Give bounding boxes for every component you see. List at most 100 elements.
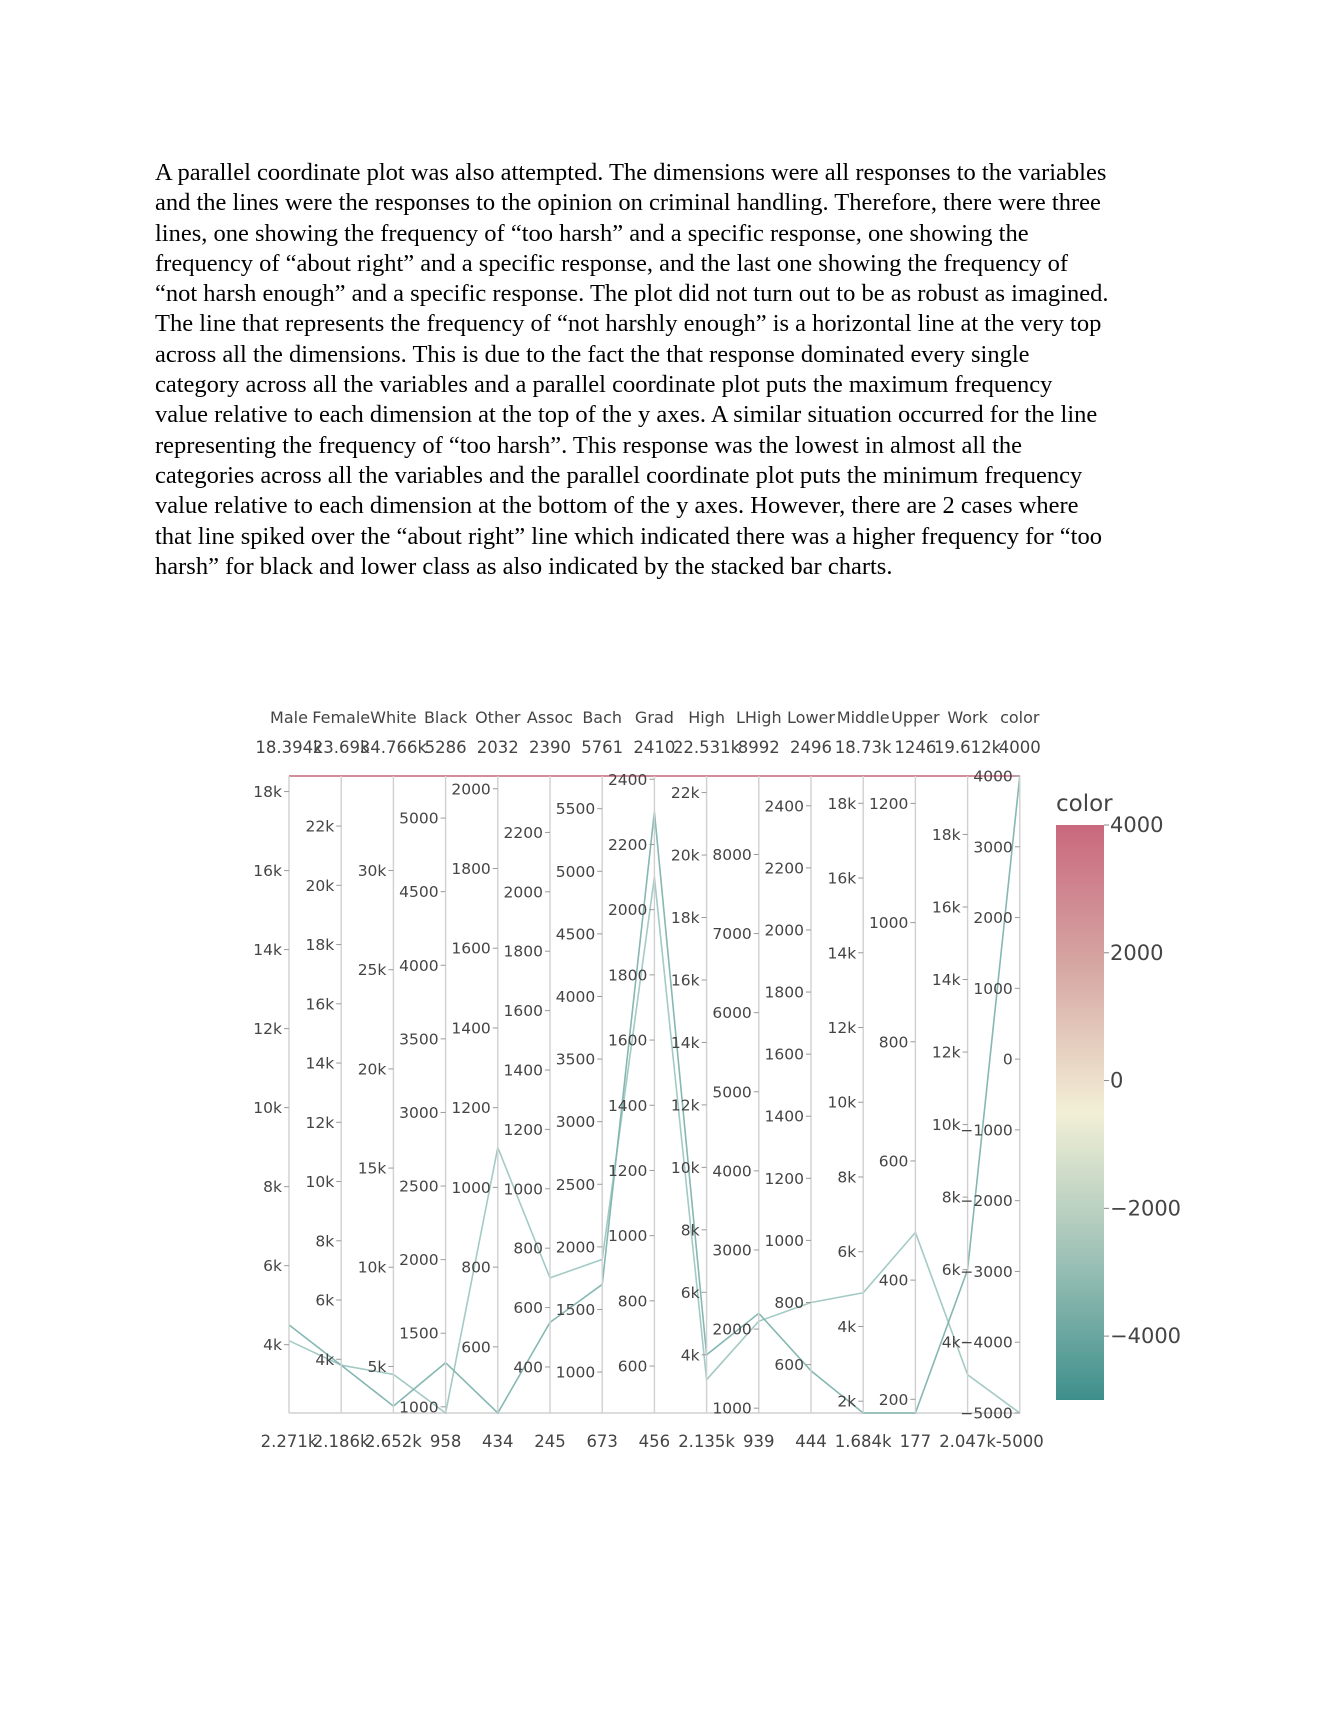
dimension-label[interactable]: Other <box>475 708 521 727</box>
tick-label: 12k <box>827 1019 856 1037</box>
tick-label: 1600 <box>608 1032 647 1050</box>
axis-middle: 2k 4k 6k 8k 10k 12k 14k 16k 18k Middle 18.73k 1.684… <box>827 708 892 1451</box>
tick-label: 1600 <box>451 940 490 958</box>
tick-label: 600 <box>774 1356 804 1374</box>
tick-label: 22k <box>671 784 700 802</box>
tick-label: 1800 <box>451 860 490 878</box>
tick-label: 12k <box>932 1044 961 1062</box>
range-min-label: 245 <box>534 1432 566 1451</box>
range-min-label: -5000 <box>996 1432 1044 1451</box>
tick-label: 1400 <box>608 1097 647 1115</box>
range-max-label: 2496 <box>790 738 832 757</box>
tick-label: 18k <box>305 936 334 954</box>
tick-label: 14k <box>932 971 961 989</box>
tick-label: 14k <box>671 1034 700 1052</box>
dimension-label[interactable]: Work <box>947 708 988 727</box>
dimension-label[interactable]: Lower <box>787 708 835 727</box>
paragraph-line: value relative to each dimension at the … <box>155 401 1098 429</box>
axis-assoc: 400 600 800 1000 1200 1400 1600 1800 2000 2200 Ass… <box>504 708 574 1451</box>
tick-label: 2000 <box>451 780 490 798</box>
tick-label: 1000 <box>869 914 908 932</box>
tick-label: 2000 <box>712 1321 751 1339</box>
axis-other: 600 800 1000 1200 1400 1600 1800 2000 Other 2032 4… <box>451 708 521 1451</box>
tick-label: 2200 <box>608 836 647 854</box>
tick-label: 1200 <box>504 1121 543 1139</box>
tick-label: 1000 <box>973 980 1012 998</box>
tick-label: 400 <box>513 1358 543 1376</box>
dimension-label[interactable]: Black <box>424 708 468 727</box>
tick-label: 600 <box>513 1299 543 1317</box>
tick-label: 4000 <box>556 988 595 1006</box>
tick-label: 10k <box>932 1116 961 1134</box>
tick-label: 16k <box>253 862 282 880</box>
tick-label: 600 <box>461 1338 491 1356</box>
tick-label: 2500 <box>399 1178 438 1196</box>
range-max-label: 19.612k <box>934 738 1002 757</box>
tick-label: 4000 <box>712 1162 751 1180</box>
axis-white: 5k 10k 15k 20k 25k 30k White 34.766k 2.652k <box>358 708 428 1451</box>
tick-label: 800 <box>774 1294 804 1312</box>
tick-label: 1200 <box>608 1162 647 1180</box>
tick-label: 4k <box>837 1318 856 1336</box>
tick-label: 8000 <box>712 846 751 864</box>
tick-label: 2500 <box>556 1176 595 1194</box>
dimension-label[interactable]: Male <box>270 708 308 727</box>
tick-label: 12k <box>305 1114 334 1132</box>
range-max-label: 18.394k <box>255 738 323 757</box>
dimension-label[interactable]: LHigh <box>736 708 782 727</box>
range-min-label: 2.135k <box>678 1432 735 1451</box>
dimension-label[interactable]: Grad <box>635 708 674 727</box>
tick-label: 14k <box>827 944 856 962</box>
tick-label: 6k <box>942 1261 961 1279</box>
tick-label: 10k <box>305 1173 334 1191</box>
range-max-label: 22.531k <box>673 738 741 757</box>
tick-label: −3000 <box>960 1263 1012 1281</box>
range-min-label: 2.186k <box>313 1432 370 1451</box>
tick-label: 2000 <box>399 1251 438 1269</box>
tick-label: 15k <box>358 1160 387 1178</box>
dimension-label[interactable]: High <box>688 708 725 727</box>
tick-label: 200 <box>879 1391 909 1409</box>
tick-label: 2000 <box>973 909 1012 927</box>
tick-label: 10k <box>358 1259 387 1277</box>
range-min-label: 958 <box>430 1432 462 1451</box>
paragraph-line: categories across all the variables and … <box>155 461 1083 489</box>
tick-label: 1000 <box>712 1400 751 1418</box>
tick-label: 2400 <box>608 771 647 789</box>
range-max-label: 18.73k <box>835 738 892 757</box>
dimension-label[interactable]: Bach <box>582 708 622 727</box>
range-min-label: 673 <box>586 1432 618 1451</box>
axis-female: 4k 6k 8k 10k 12k 14k 16k 18k 20k 22k Female 23.69k 2… <box>305 708 370 1451</box>
dimension-label[interactable]: Female <box>312 708 370 727</box>
tick-label: 1000 <box>556 1364 595 1382</box>
tick-label: 25k <box>358 961 387 979</box>
tick-label: 2200 <box>765 859 804 877</box>
dimension-label[interactable]: Upper <box>891 708 940 727</box>
tick-label: 1800 <box>504 943 543 961</box>
range-min-label: 939 <box>743 1432 775 1451</box>
tick-label: 8k <box>942 1189 961 1207</box>
tick-label: 4k <box>263 1336 282 1354</box>
axis-lhigh: 1000 2000 3000 4000 5000 6000 7000 8000 LHigh 899… <box>712 708 781 1451</box>
paragraph-line: harsh” for black and lower class as also… <box>155 552 893 580</box>
tick-label: 6k <box>837 1243 856 1261</box>
tick-label: 1400 <box>451 1019 490 1037</box>
tick-label: 5000 <box>712 1083 751 1101</box>
paragraph-line: across all the dimensions. This is due t… <box>155 340 1030 368</box>
tick-label: 5k <box>368 1358 387 1376</box>
tick-label: 10k <box>827 1094 856 1112</box>
dimension-label[interactable]: Middle <box>837 708 890 727</box>
tick-label: 6000 <box>712 1004 751 1022</box>
dimension-label[interactable]: Assoc <box>527 708 573 727</box>
dimension-label[interactable]: White <box>370 708 417 727</box>
colorbar-tick-label: −2000 <box>1110 1196 1181 1220</box>
paragraph-line: and the lines were the responses to the … <box>155 189 1101 217</box>
tick-label: 4k <box>315 1351 334 1369</box>
tick-label: 1200 <box>869 795 908 813</box>
paragraph-line: frequency of “about right” and a specifi… <box>155 249 1068 277</box>
paragraph-line: category across all the variables and a … <box>155 371 1053 399</box>
colorbar-tick-label: −4000 <box>1110 1324 1181 1348</box>
dimension-label[interactable]: color <box>1000 708 1040 727</box>
tick-label: −4000 <box>960 1334 1012 1352</box>
